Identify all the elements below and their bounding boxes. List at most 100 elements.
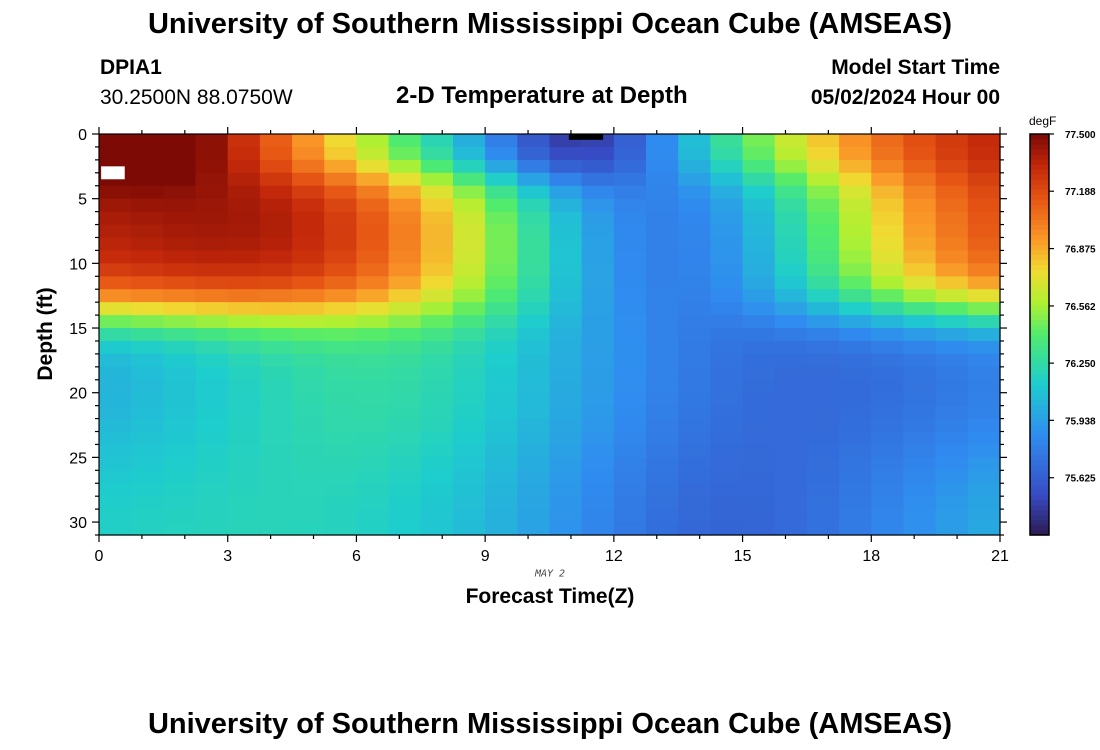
heatmap-cell xyxy=(613,146,647,161)
heatmap-cell xyxy=(324,146,358,161)
heatmap-cell xyxy=(742,146,776,161)
heatmap-cell xyxy=(678,509,711,523)
heatmap-cell xyxy=(99,405,132,420)
heatmap-cell xyxy=(967,444,1001,458)
bottom-title: University of Southern Mississippi Ocean… xyxy=(147,708,953,740)
heatmap-cell xyxy=(259,276,293,290)
heatmap-cell xyxy=(967,146,1001,161)
heatmap-cell xyxy=(99,134,132,148)
heatmap-cell xyxy=(227,496,261,510)
x-tick-label: 15 xyxy=(734,548,752,565)
y-tick-label: 10 xyxy=(69,256,87,273)
heatmap-cell xyxy=(420,211,454,226)
x-axis-label: Forecast Time(Z) xyxy=(465,585,635,608)
heatmap-cell xyxy=(646,328,679,342)
heatmap-cell xyxy=(806,431,840,446)
heatmap-cell xyxy=(935,483,969,497)
heatmap-cell xyxy=(517,340,551,355)
heatmap-cell xyxy=(839,470,872,484)
heatmap-cell xyxy=(99,224,132,239)
heatmap-cell xyxy=(356,185,390,200)
heatmap-cell xyxy=(195,444,229,458)
heatmap-cell xyxy=(678,172,711,187)
heatmap-cell xyxy=(131,315,164,329)
heatmap-cell xyxy=(485,159,518,174)
heatmap-cell xyxy=(452,509,486,523)
heatmap-cell xyxy=(420,366,454,381)
heatmap-cell xyxy=(742,185,776,200)
heatmap-cell xyxy=(839,134,872,148)
heatmap-cell xyxy=(742,353,776,368)
heatmap-cell xyxy=(903,302,937,316)
heatmap-cell xyxy=(549,159,583,174)
heatmap-cell xyxy=(388,224,422,239)
heatmap-cell xyxy=(806,146,840,161)
heatmap-cell xyxy=(613,250,647,264)
x-tick-label: 6 xyxy=(352,548,361,565)
y-axis-label: Depth (ft) xyxy=(34,287,57,381)
colorbar-tick-label: 76.250 xyxy=(1065,359,1096,370)
heatmap-cell xyxy=(163,198,197,213)
heatmap-cell xyxy=(839,340,872,355)
heatmap-cell xyxy=(549,470,583,484)
heatmap-cell xyxy=(195,328,229,342)
heatmap-cell xyxy=(839,509,872,523)
heatmap-cell xyxy=(967,522,1001,536)
heatmap-cell xyxy=(871,366,905,381)
heatmap-cell xyxy=(935,496,969,510)
heatmap-cell xyxy=(581,496,615,510)
heatmap-cell xyxy=(839,185,872,200)
heatmap-cell xyxy=(99,496,132,510)
heatmap-cell xyxy=(517,366,551,381)
colorbar-segment xyxy=(1030,364,1049,371)
heatmap-cell xyxy=(292,211,325,226)
heatmap-cell xyxy=(839,457,872,471)
heatmap-cell xyxy=(613,276,647,290)
heatmap-cell xyxy=(935,457,969,471)
heatmap-cell xyxy=(259,263,293,277)
heatmap-cell xyxy=(581,470,615,484)
heatmap-cell xyxy=(710,276,744,290)
heatmap-cell xyxy=(452,289,486,303)
heatmap-cell xyxy=(774,431,808,446)
heatmap-cell xyxy=(806,185,840,200)
heatmap-cell xyxy=(646,224,679,239)
heatmap-cell xyxy=(388,276,422,290)
heatmap-cell xyxy=(903,211,937,226)
heatmap-cell xyxy=(646,198,679,213)
heatmap-cell xyxy=(485,496,518,510)
heatmap-cell xyxy=(356,379,390,394)
heatmap-cell xyxy=(710,134,744,148)
heatmap-cell xyxy=(131,522,164,536)
heatmap-cell xyxy=(292,134,325,148)
heatmap-cell xyxy=(581,250,615,264)
heatmap-cell xyxy=(452,146,486,161)
heatmap-cell xyxy=(742,211,776,226)
y-tick-label: 0 xyxy=(78,127,87,144)
heatmap-cell xyxy=(903,366,937,381)
heatmap-cell xyxy=(195,392,229,407)
heatmap-cell xyxy=(967,172,1001,187)
heatmap-cell xyxy=(452,457,486,471)
heatmap-cell xyxy=(131,509,164,523)
heatmap-cell xyxy=(485,366,518,381)
heatmap-cell xyxy=(163,509,197,523)
heatmap-cell xyxy=(806,379,840,394)
heatmap-cell xyxy=(227,146,261,161)
heatmap-cell xyxy=(356,289,390,303)
heatmap-cell xyxy=(259,431,293,446)
heatmap-cell xyxy=(549,315,583,329)
heatmap-cell xyxy=(99,509,132,523)
heatmap-cell xyxy=(388,211,422,226)
heatmap-cell xyxy=(388,185,422,200)
heatmap-cell xyxy=(452,263,486,277)
heatmap-cell xyxy=(710,405,744,420)
heatmap-cell xyxy=(195,224,229,239)
heatmap-cell xyxy=(646,379,679,394)
heatmap-cell xyxy=(99,418,132,433)
heatmap-cell xyxy=(388,418,422,433)
colorbar-segment xyxy=(1030,349,1049,356)
heatmap-cell xyxy=(420,134,454,148)
heatmap-cell xyxy=(549,172,583,187)
colorbar-segment xyxy=(1030,309,1049,316)
